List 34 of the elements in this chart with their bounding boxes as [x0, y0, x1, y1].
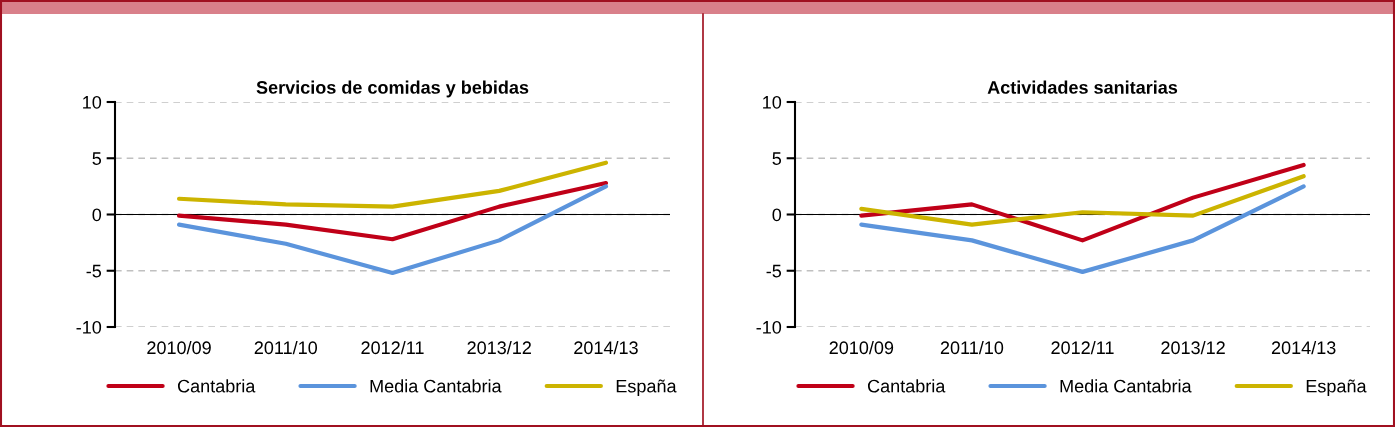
- line-series: [176, 184, 609, 276]
- x-tick-label: 2013/12: [1161, 340, 1225, 355]
- y-tick-label: -5: [766, 264, 782, 278]
- y-tick-label: 10: [763, 95, 782, 109]
- y-tick-label: -10: [76, 320, 102, 334]
- x-tick-label: 2012/11: [1051, 340, 1114, 355]
- y-tick-label: 0: [772, 208, 782, 222]
- legend-label: Media Cantabria: [1060, 379, 1192, 393]
- legend-label: Cantabria: [867, 379, 946, 393]
- x-tick-label: 2011/10: [254, 340, 318, 355]
- x-tick-label: 2014/13: [574, 340, 638, 355]
- x-tick-label: 2014/13: [1271, 340, 1336, 355]
- y-tick-label: -5: [86, 264, 102, 278]
- legend-label: Media Cantabria: [370, 379, 502, 393]
- legend-label: España: [616, 379, 677, 397]
- y-tick-label: 10: [83, 95, 102, 109]
- line-series: [859, 162, 1306, 243]
- legend-label: Cantabria: [177, 379, 256, 393]
- chart-title: Servicios de comidas y bebidas: [256, 80, 529, 98]
- chart-title: Actividades sanitarias: [987, 80, 1178, 94]
- x-tick-label: 2010/09: [147, 340, 211, 355]
- legend-label: España: [1306, 379, 1367, 397]
- line-series: [176, 180, 609, 242]
- y-tick-label: -10: [756, 320, 782, 334]
- x-tick-label: 2013/12: [467, 340, 531, 355]
- y-tick-label: 5: [92, 152, 102, 165]
- y-tick-label: 5: [772, 152, 782, 165]
- x-tick-label: 2011/10: [940, 340, 1004, 355]
- x-tick-label: 2012/11: [361, 340, 424, 355]
- line-series: [176, 160, 609, 209]
- y-tick-label: 0: [92, 208, 102, 222]
- line-series: [859, 184, 1306, 274]
- line-series: [859, 174, 1306, 227]
- x-tick-label: 2010/09: [829, 340, 894, 355]
